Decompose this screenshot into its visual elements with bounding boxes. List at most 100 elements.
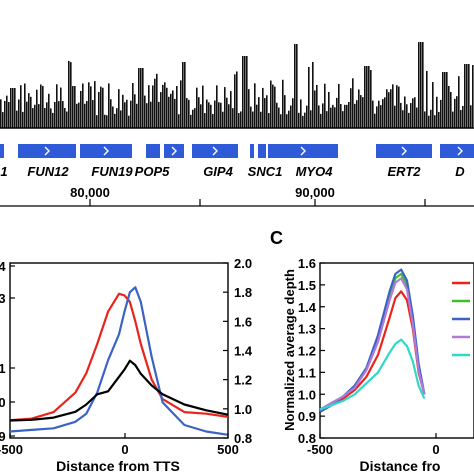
y-tick-label: 1 [0, 361, 6, 376]
coverage-bar [296, 44, 298, 128]
coverage-bar [378, 100, 380, 128]
coverage-bar [94, 81, 96, 128]
coverage-bar [174, 98, 176, 128]
series-line [319, 268, 426, 413]
coverage-bar [56, 84, 58, 128]
coverage-bar [330, 107, 332, 128]
coverage-bar [12, 88, 14, 128]
gene-block [250, 144, 254, 158]
y-tick-label: 0.8 [298, 431, 316, 446]
coverage-bar [90, 86, 92, 128]
coverage-bar [316, 84, 318, 128]
coverage-bar [308, 66, 310, 128]
coverage-bar [232, 108, 234, 128]
coverage-bar [222, 111, 224, 128]
strand-arrow-icon [401, 146, 407, 156]
coverage-bar [150, 101, 152, 128]
coverage-bar [66, 111, 68, 128]
coverage-bar [112, 106, 114, 128]
coverage-bar [346, 104, 348, 128]
coverage-bar [284, 95, 286, 128]
coverage-bar [304, 112, 306, 128]
coverage-bar [442, 72, 444, 128]
coverage-bar [194, 108, 196, 128]
coverage-bar [450, 92, 452, 128]
coverage-bar [384, 97, 386, 128]
coverage-bar [392, 84, 394, 128]
strand-arrow-icon [457, 146, 463, 156]
coverage-bar [104, 114, 106, 128]
coverage-bar [34, 104, 36, 128]
coverage-bar [416, 107, 418, 128]
y-tick-label: 1.6 [298, 256, 316, 271]
strand-arrow-icon [212, 146, 218, 156]
coverage-bar [92, 100, 94, 128]
coverage-bar [124, 102, 126, 128]
coverage-bar [84, 103, 86, 128]
coverage-bar [10, 88, 12, 128]
panel-c-letter: C [270, 228, 283, 248]
coverage-bar [322, 103, 324, 128]
gene-block [258, 144, 266, 158]
coverage-bar [210, 104, 212, 128]
coverage-bar [110, 99, 112, 128]
coverage-bar [44, 107, 46, 128]
coverage-bar [182, 62, 184, 128]
coverage-bar [138, 68, 140, 128]
coverage-bar [262, 87, 264, 128]
coverage-bar [368, 66, 370, 128]
y-tick-label: 4 [0, 259, 6, 274]
coverage-bar [414, 97, 416, 128]
coverage-bar [70, 62, 72, 128]
coverage-bar [430, 109, 432, 128]
series-line [9, 286, 229, 436]
coverage-bar [126, 99, 128, 128]
coverage-bar [374, 113, 376, 128]
coverage-bar [218, 102, 220, 128]
x-tick-label: 0 [432, 442, 439, 457]
y-right-tick-label: 1.2 [234, 373, 252, 388]
coverage-bar [152, 85, 154, 128]
coverage-bar [114, 113, 116, 128]
coverage-bar [76, 103, 78, 128]
coverage-bar [344, 104, 346, 128]
coverage-bar [58, 101, 60, 128]
coverage-bar [388, 92, 390, 128]
coverage-bar [116, 108, 118, 128]
y-tick-label: 1.3 [298, 322, 316, 337]
coverage-bar [140, 68, 142, 128]
coverage-bar [292, 98, 294, 128]
coverage-bar [386, 89, 388, 128]
gene-block [146, 144, 160, 158]
gene-label: POP5 [135, 164, 170, 179]
gene-label: MYO4 [296, 164, 334, 179]
y-tick-label: 1.2 [298, 344, 316, 359]
coverage-bar [272, 84, 274, 128]
coverage-bar [264, 98, 266, 128]
coverage-bar [396, 85, 398, 128]
coverage-bar [196, 87, 198, 128]
coverage-bar [190, 114, 192, 128]
gene-label: GIP4 [203, 164, 233, 179]
coverage-bar [50, 108, 52, 128]
coverage-bar [134, 94, 136, 128]
coverage-bar [242, 56, 244, 128]
coverage-bar [370, 70, 372, 128]
x-tick-label: 0 [121, 442, 128, 457]
coverage-bar [72, 86, 74, 128]
gene-block [192, 144, 238, 158]
strand-arrow-icon [300, 146, 306, 156]
coverage-bar [148, 85, 150, 128]
coverage-bar [260, 111, 262, 128]
gene-track: 1 FUN12 FUN19 POP5 GIP4 SNC1 MYO4 ERT2 D [0, 144, 474, 179]
coverage-bar [48, 93, 50, 128]
coverage-bar [128, 115, 130, 128]
coverage-bar [14, 88, 16, 128]
coverage-bar [82, 83, 84, 128]
y-tick-label: 1.5 [298, 278, 316, 293]
panel-b-xlabel: Distance from TTS [56, 458, 180, 474]
coverage-bar [310, 110, 312, 128]
coverage-bar [306, 105, 308, 128]
coverage-bar [358, 89, 360, 128]
coverage-bar [320, 113, 322, 128]
